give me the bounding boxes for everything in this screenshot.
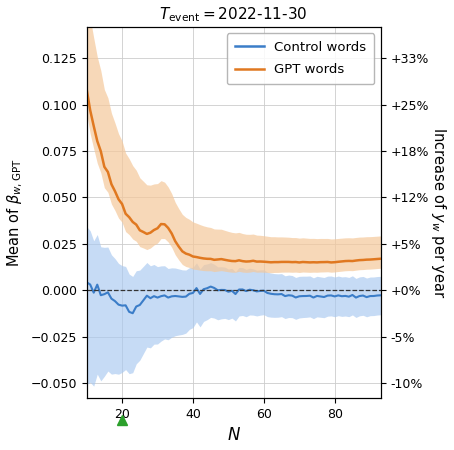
Y-axis label: Increase of $y_w$ per year: Increase of $y_w$ per year: [429, 126, 449, 298]
Y-axis label: Mean of $\beta_{w,\mathrm{GPT}}$: Mean of $\beta_{w,\mathrm{GPT}}$: [5, 158, 25, 266]
Title: $T_{\mathrm{event}} = 2022\text{-}11\text{-}30$: $T_{\mathrm{event}} = 2022\text{-}11\tex…: [159, 5, 308, 24]
X-axis label: $N$: $N$: [227, 427, 241, 445]
Legend: Control words, GPT words: Control words, GPT words: [227, 33, 374, 84]
